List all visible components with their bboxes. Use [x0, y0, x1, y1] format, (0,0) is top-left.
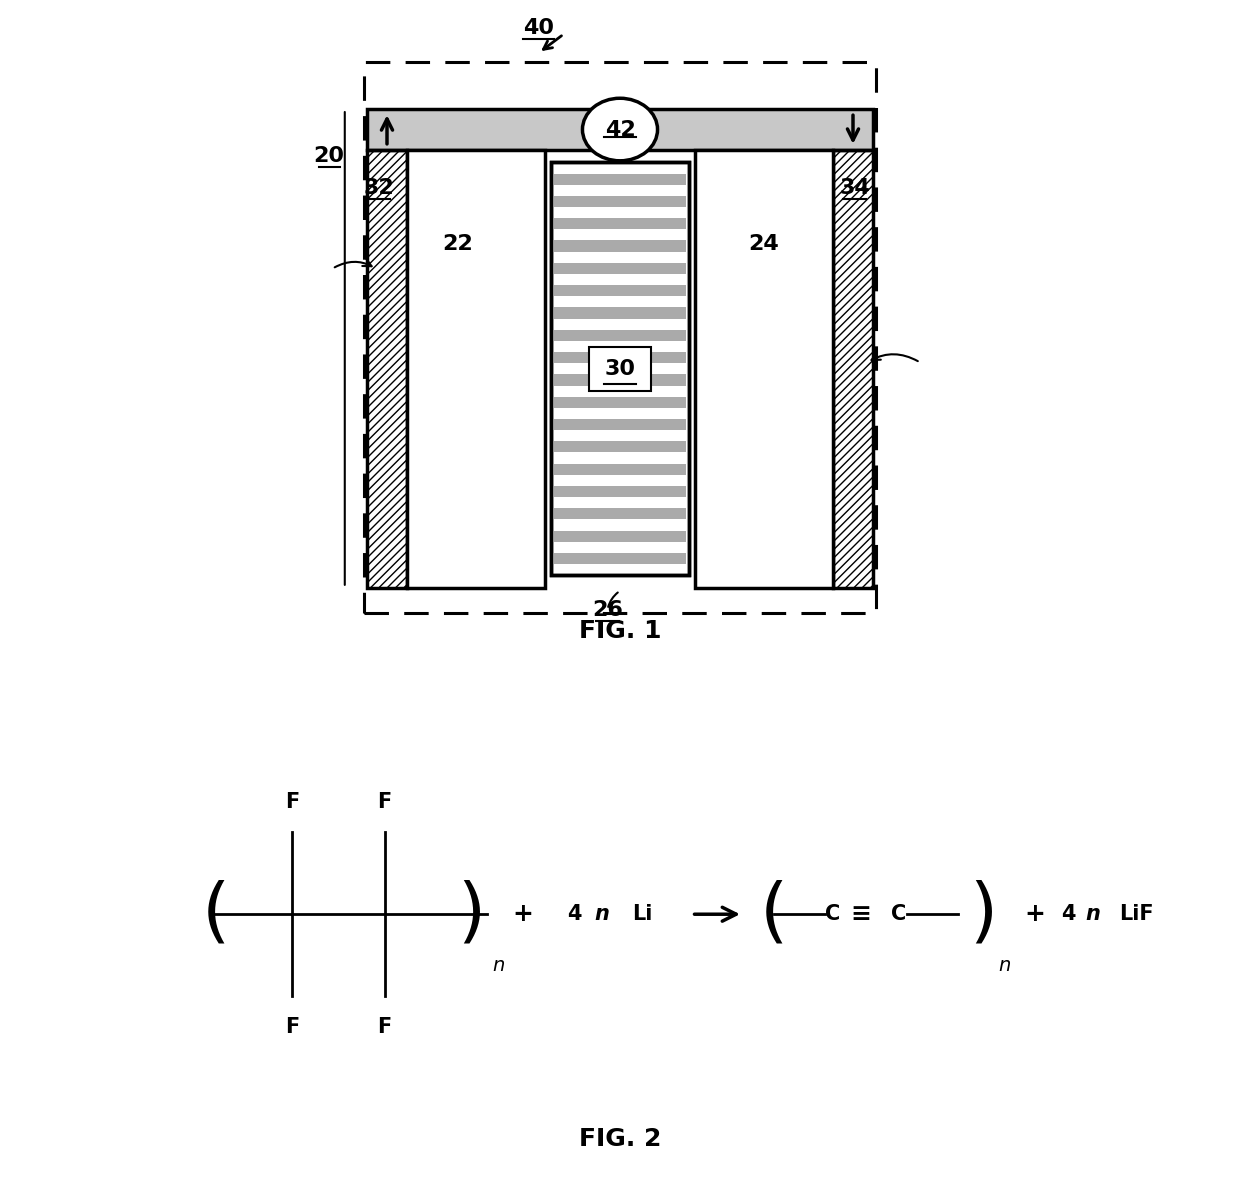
FancyBboxPatch shape — [554, 308, 686, 318]
Text: n: n — [594, 905, 609, 925]
Text: F: F — [377, 1017, 392, 1036]
Text: 32: 32 — [363, 178, 394, 198]
Text: ≡: ≡ — [851, 902, 870, 926]
Text: 30: 30 — [605, 359, 635, 379]
Text: 26: 26 — [591, 600, 622, 620]
Text: 4: 4 — [567, 905, 582, 925]
FancyBboxPatch shape — [554, 530, 686, 542]
Text: +: + — [1024, 902, 1045, 926]
Text: FIG. 2: FIG. 2 — [579, 1127, 661, 1151]
Text: n: n — [492, 955, 505, 974]
FancyBboxPatch shape — [554, 485, 686, 497]
FancyBboxPatch shape — [407, 150, 544, 587]
FancyBboxPatch shape — [554, 508, 686, 520]
Text: n: n — [998, 955, 1011, 974]
FancyBboxPatch shape — [696, 150, 833, 587]
Text: 34: 34 — [839, 178, 870, 198]
Text: C: C — [825, 905, 839, 925]
FancyBboxPatch shape — [554, 374, 686, 386]
Text: F: F — [285, 1017, 300, 1036]
Text: F: F — [377, 792, 392, 812]
FancyBboxPatch shape — [554, 553, 686, 564]
Text: 42: 42 — [605, 120, 635, 140]
FancyBboxPatch shape — [554, 442, 686, 452]
Text: ): ) — [970, 880, 997, 948]
FancyBboxPatch shape — [554, 218, 686, 230]
FancyBboxPatch shape — [589, 347, 651, 391]
FancyBboxPatch shape — [552, 162, 688, 575]
Text: C: C — [892, 905, 906, 925]
FancyBboxPatch shape — [554, 419, 686, 430]
Text: 22: 22 — [441, 234, 472, 253]
FancyBboxPatch shape — [554, 285, 686, 296]
FancyBboxPatch shape — [554, 240, 686, 252]
FancyBboxPatch shape — [554, 174, 686, 185]
Text: n: n — [1085, 905, 1100, 925]
Text: (: ( — [759, 880, 787, 948]
Text: FIG. 1: FIG. 1 — [579, 619, 661, 643]
Text: Li: Li — [632, 905, 652, 925]
Text: 4: 4 — [1061, 905, 1075, 925]
Ellipse shape — [583, 98, 657, 161]
FancyBboxPatch shape — [554, 263, 686, 274]
Text: 40: 40 — [523, 18, 554, 38]
FancyBboxPatch shape — [367, 109, 873, 150]
FancyBboxPatch shape — [554, 397, 686, 407]
FancyBboxPatch shape — [554, 464, 686, 475]
Text: 24: 24 — [749, 234, 779, 253]
Text: 20: 20 — [314, 147, 345, 167]
FancyBboxPatch shape — [554, 329, 686, 341]
Text: +: + — [512, 902, 533, 926]
Text: (: ( — [202, 880, 229, 948]
Text: LiF: LiF — [1120, 905, 1154, 925]
Text: F: F — [285, 792, 300, 812]
FancyBboxPatch shape — [554, 195, 686, 207]
Text: ): ) — [458, 880, 486, 948]
FancyBboxPatch shape — [554, 352, 686, 363]
